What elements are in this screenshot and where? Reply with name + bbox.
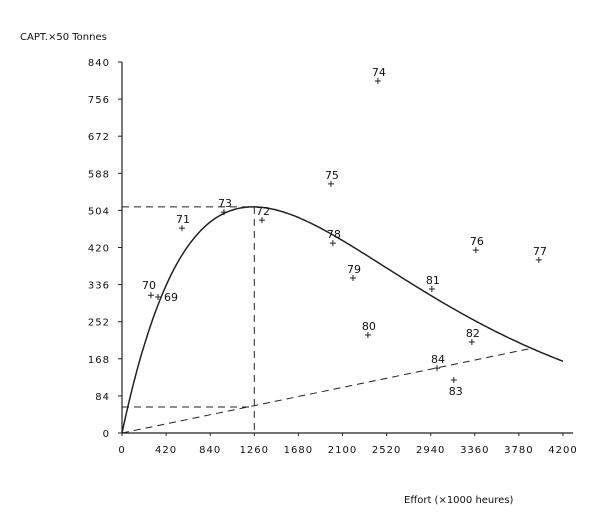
y-tick-label: 168 — [88, 355, 110, 366]
reference-lines — [121, 206, 533, 434]
data-point-75: 75 — [325, 169, 339, 187]
point-marker — [364, 331, 371, 338]
x-tick-label: 2100 — [328, 445, 357, 456]
point-marker — [434, 365, 440, 372]
data-point-69: 69 — [155, 291, 178, 304]
data-point-71: 71 — [176, 213, 190, 232]
data-point-72: 72 — [256, 205, 270, 224]
x-axis-title: Effort (×1000 heures) — [404, 495, 514, 506]
y-tick-label: 84 — [95, 392, 110, 403]
point-marker — [450, 377, 457, 383]
y-tick-label: 0 — [103, 429, 110, 440]
data-point-82: 82 — [466, 327, 480, 346]
data-point-79: 79 — [347, 263, 361, 281]
point-label: 77 — [533, 245, 547, 258]
data-point-81: 81 — [426, 274, 440, 293]
x-tick-label: 3780 — [504, 445, 533, 456]
data-point-83: 83 — [449, 377, 463, 398]
y-tick-label: 504 — [88, 206, 110, 217]
y-axis-title: CAPT.×50 Tonnes — [20, 32, 107, 43]
point-marker — [155, 293, 162, 300]
y-ticks: 0 84 168 252 336 420 504 588 672 756 840 — [88, 58, 122, 440]
y-tick-label: 588 — [88, 169, 110, 180]
y-tick-label: 336 — [88, 281, 110, 292]
point-label: 69 — [164, 291, 178, 304]
y-tick-label: 252 — [88, 318, 110, 329]
y-tick-label: 840 — [88, 58, 110, 69]
point-marker — [178, 225, 185, 232]
point-marker — [329, 240, 336, 247]
data-point-84: 84 — [431, 353, 445, 372]
point-label: 80 — [362, 320, 376, 333]
production-curve — [121, 206, 564, 434]
point-label: 76 — [470, 235, 484, 248]
point-marker — [428, 286, 435, 293]
point-marker — [258, 217, 265, 224]
point-marker — [147, 292, 154, 299]
data-point-73: 73 — [218, 197, 232, 216]
point-label: 75 — [325, 169, 339, 182]
point-marker — [374, 77, 381, 84]
point-label: 81 — [426, 274, 440, 287]
points: 69 70 71 72 73 74 75 76 77 78 79 80 81 82 83 84 — [142, 66, 547, 398]
point-label: 78 — [327, 228, 341, 241]
point-label: 82 — [466, 327, 480, 340]
x-tick-label: 1260 — [240, 445, 269, 456]
data-point-76: 76 — [470, 235, 484, 254]
point-label: 71 — [176, 213, 190, 226]
y-tick-label: 420 — [88, 244, 110, 255]
point-marker — [535, 256, 542, 263]
data-point-77: 77 — [533, 245, 547, 263]
x-tick-label: 0 — [118, 445, 125, 456]
point-marker — [472, 247, 479, 254]
x-tick-label: 2520 — [372, 445, 401, 456]
point-label: 72 — [256, 205, 270, 218]
point-marker — [220, 209, 227, 216]
x-tick-label: 840 — [199, 445, 221, 456]
x-tick-label: 1680 — [284, 445, 313, 456]
y-tick-label: 672 — [88, 132, 110, 143]
point-label: 79 — [347, 263, 361, 276]
data-point-70: 70 — [142, 279, 156, 299]
point-marker — [350, 274, 356, 281]
point-label: 83 — [449, 385, 463, 398]
point-label: 70 — [142, 279, 156, 292]
data-point-80: 80 — [362, 320, 376, 338]
point-label: 84 — [431, 353, 445, 366]
y-tick-label: 756 — [88, 95, 110, 106]
point-label: 74 — [372, 66, 386, 79]
data-point-78: 78 — [327, 228, 341, 247]
x-tick-label: 2940 — [416, 445, 445, 456]
x-tick-label: 420 — [155, 445, 177, 456]
x-tick-label: 3360 — [460, 445, 489, 456]
cost-dashed-line — [121, 347, 533, 434]
data-point-74: 74 — [372, 66, 386, 84]
x-ticks: 0 420 840 1260 1680 2100 2520 2940 3360 3780 4200 — [118, 433, 577, 456]
axes — [121, 62, 573, 434]
point-marker — [327, 180, 334, 187]
point-marker — [468, 339, 475, 346]
point-label: 73 — [218, 197, 232, 210]
x-tick-label: 4200 — [548, 445, 577, 456]
